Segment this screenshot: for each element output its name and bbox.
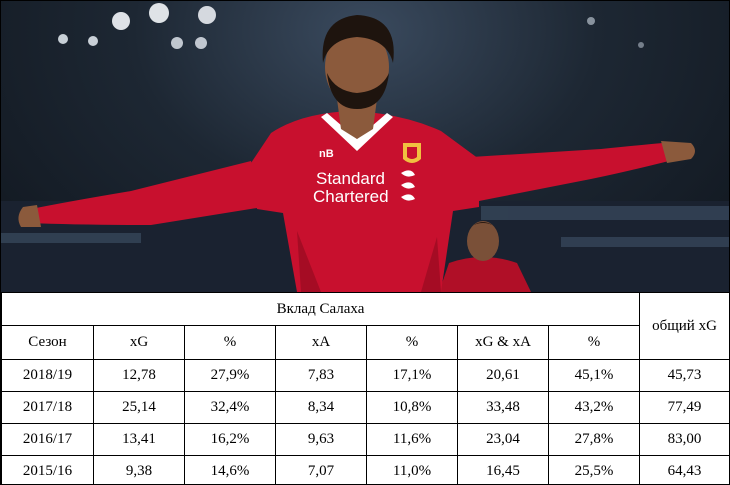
cell-total-xg: 45,73 — [639, 359, 729, 392]
cell-season: 2017/18 — [1, 391, 94, 424]
kit-maker-logo: nB — [319, 148, 334, 160]
head — [325, 27, 389, 107]
sponsor-logo-icon — [401, 170, 415, 201]
table-title-row: Вклад Салаха общий xG — [1, 292, 729, 360]
header-xg-xa: xG & xA — [457, 325, 549, 360]
jersey-torso — [251, 111, 479, 292]
table-header-row: Сезон xG % xA % xG & xA % — [1, 325, 730, 360]
cell-xg-pct: 32,4% — [184, 391, 276, 424]
right-hand — [661, 141, 695, 163]
table-row: 2018/19 12,78 27,9% 7,83 17,1% 20,61 45,… — [1, 359, 729, 392]
cell-xg-pct: 14,6% — [184, 455, 276, 484]
total-xg-header: общий xG — [639, 292, 729, 360]
cell-xa: 7,07 — [275, 455, 367, 484]
cell-xa: 8,34 — [275, 391, 367, 424]
sponsor-line-1: Standard — [316, 169, 385, 188]
table-row: 2015/16 9,38 14,6% 7,07 11,0% 16,45 25,5… — [1, 455, 729, 484]
right-arm — [471, 143, 669, 201]
cell-xg-xa-pct: 45,1% — [547, 359, 641, 392]
crowd-highlights — [1, 206, 729, 247]
cell-xg-xa: 33,48 — [457, 391, 549, 424]
cell-season: 2018/19 — [1, 359, 94, 392]
cell-xg-xa-pct: 27,8% — [547, 423, 641, 456]
player-photo: nB Standard Chartered — [1, 1, 729, 292]
cell-xa: 9,63 — [275, 423, 367, 456]
header-season: Сезон — [1, 325, 94, 360]
beard — [327, 73, 389, 109]
header-xg-xa-pct: % — [547, 325, 641, 360]
header-xa-pct: % — [366, 325, 458, 360]
cell-xg-xa-pct: 43,2% — [547, 391, 641, 424]
cell-total-xg: 77,49 — [639, 391, 729, 424]
cell-xg: 25,14 — [93, 391, 185, 424]
neck — [337, 99, 377, 139]
cell-xg: 9,38 — [93, 455, 185, 484]
left-arm — [27, 161, 263, 225]
cell-xg-xa: 20,61 — [457, 359, 549, 392]
cell-xg: 12,78 — [93, 359, 185, 392]
cell-xa-pct: 17,1% — [366, 359, 458, 392]
hair — [322, 15, 394, 63]
cell-xa: 7,83 — [275, 359, 367, 392]
teammate-figure — [439, 221, 531, 292]
cell-xg-xa: 23,04 — [457, 423, 549, 456]
cell-xa-pct: 10,8% — [366, 391, 458, 424]
salah-contribution-table: Вклад Салаха общий xG Сезон xG % xA % xG… — [1, 292, 730, 484]
cell-season: 2015/16 — [1, 455, 94, 484]
cell-season: 2016/17 — [1, 423, 94, 456]
cell-xa-pct: 11,0% — [366, 455, 458, 484]
header-xg-pct: % — [184, 325, 276, 360]
table-row: 2017/18 25,14 32,4% 8,34 10,8% 33,48 43,… — [1, 391, 729, 424]
contribution-group-title: Вклад Салаха — [1, 292, 641, 326]
cell-xg: 13,41 — [93, 423, 185, 456]
left-hand — [18, 205, 41, 227]
cell-xg-xa: 16,45 — [457, 455, 549, 484]
cell-total-xg: 83,00 — [639, 423, 729, 456]
header-xg: xG — [93, 325, 185, 360]
cell-xg-pct: 16,2% — [184, 423, 276, 456]
player-illustration: nB Standard Chartered — [1, 3, 729, 292]
jersey-collar — [321, 113, 393, 151]
stadium-lights — [58, 3, 644, 49]
header-xa: xA — [275, 325, 367, 360]
club-crest-icon — [403, 143, 421, 163]
table-row: 2016/17 13,41 16,2% 9,63 11,6% 23,04 27,… — [1, 423, 729, 456]
cell-xg-pct: 27,9% — [184, 359, 276, 392]
cell-xa-pct: 11,6% — [366, 423, 458, 456]
cell-total-xg: 64,43 — [639, 455, 729, 484]
cell-xg-xa-pct: 25,5% — [547, 455, 641, 484]
sponsor-line-2: Chartered — [313, 187, 389, 206]
